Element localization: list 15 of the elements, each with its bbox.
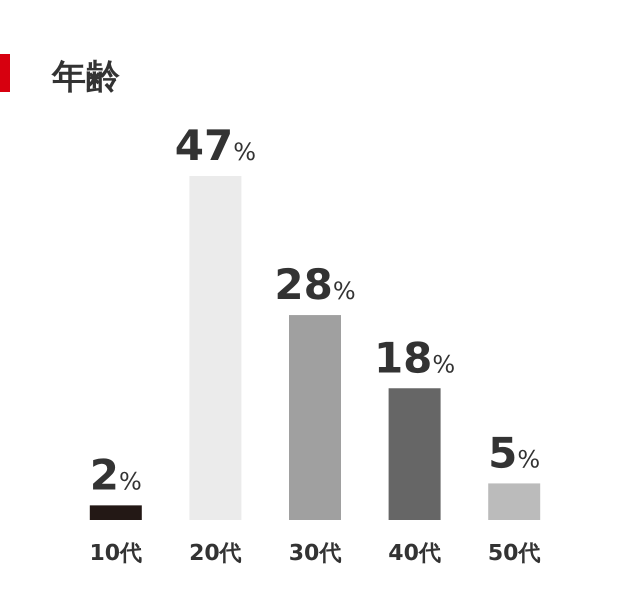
bar <box>90 505 142 520</box>
bar <box>289 315 341 520</box>
data-label: 28% <box>274 260 356 310</box>
data-label: 18% <box>374 333 456 382</box>
data-label: 2% <box>90 450 142 500</box>
bar <box>488 483 540 520</box>
x-tick-label: 40代 <box>388 541 441 566</box>
chart-title: 年齢 <box>51 57 120 97</box>
bar <box>388 388 441 520</box>
data-label: 47% <box>174 121 256 170</box>
x-tick-label: 10代 <box>89 541 142 566</box>
x-tick-label: 50代 <box>488 541 541 566</box>
x-tick-label: 20代 <box>189 541 242 566</box>
x-tick-label: 30代 <box>288 541 342 566</box>
data-label: 5% <box>488 428 540 478</box>
